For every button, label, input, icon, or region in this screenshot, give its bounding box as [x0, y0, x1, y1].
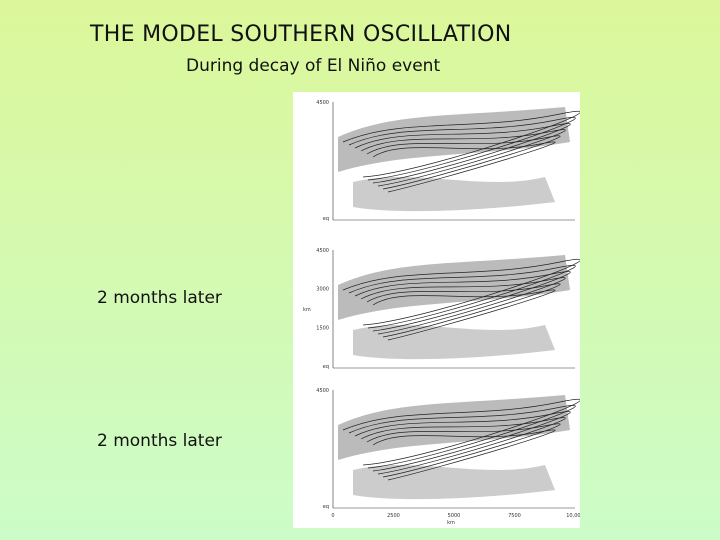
x-tick-label: 7500	[508, 513, 521, 519]
contour	[366, 423, 561, 478]
y-tick-label: eq	[323, 504, 329, 510]
contour	[372, 141, 556, 193]
panel: 4500 eq	[316, 100, 580, 222]
shading	[353, 325, 555, 360]
contour	[354, 271, 571, 332]
contour	[348, 265, 576, 329]
y-tick-label: 4500	[316, 388, 329, 394]
y-tick-label: 3000	[316, 287, 329, 293]
y-tick-label: 4500	[316, 248, 329, 254]
y-tick-label: eq	[323, 364, 329, 370]
contour	[366, 135, 561, 190]
shading	[353, 177, 555, 212]
shading	[338, 395, 570, 460]
y-tick-label: 4500	[316, 100, 329, 106]
subtitle: During decay of El Niño event	[186, 56, 441, 76]
contour	[366, 283, 561, 338]
x-tick-label: 10,000	[566, 513, 580, 519]
shading	[338, 255, 570, 320]
contour	[372, 429, 556, 481]
x-tick-label: 2500	[387, 513, 400, 519]
contour	[342, 110, 580, 178]
caption: 2 months later	[97, 288, 222, 308]
title: THE MODEL SOUTHERN OSCILLATION	[90, 22, 512, 47]
panel: 4500 eq0 2500 5000 7500 10,000	[316, 388, 580, 519]
panel: 4500 3000 1500 eq km	[303, 248, 580, 370]
caption: 2 months later	[97, 431, 222, 451]
contour	[348, 117, 576, 181]
contour	[372, 289, 556, 341]
x-axis-label: km	[447, 520, 455, 526]
contour	[348, 405, 576, 469]
y-axis-label: km	[303, 307, 311, 313]
x-tick-label: 0	[331, 513, 334, 519]
contour	[342, 398, 580, 466]
y-tick-label: 1500	[316, 325, 329, 331]
shading	[353, 465, 555, 500]
y-tick-label: eq	[323, 216, 329, 222]
contour	[360, 277, 566, 335]
shading	[338, 107, 570, 172]
contour	[360, 417, 566, 475]
contour	[342, 258, 580, 326]
contour	[360, 129, 566, 187]
contour	[354, 123, 571, 184]
contour	[354, 411, 571, 472]
x-tick-label: 5000	[448, 513, 461, 519]
